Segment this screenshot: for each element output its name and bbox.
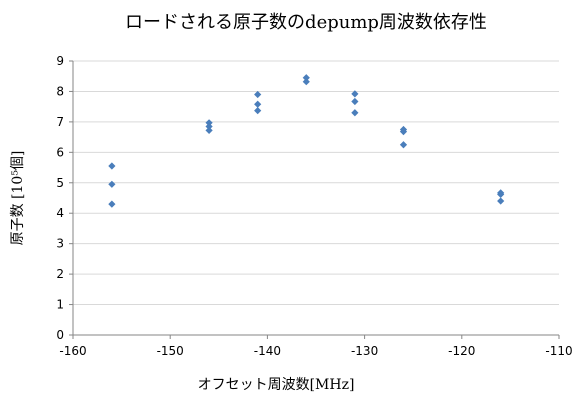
- y-tick-label: 4: [56, 206, 64, 220]
- grid-layer: [73, 60, 559, 306]
- data-point: [205, 119, 213, 127]
- data-point: [108, 162, 116, 170]
- data-point: [302, 74, 310, 82]
- y-tick-label: 1: [56, 298, 64, 312]
- data-point: [254, 90, 262, 99]
- chart-title: ロードされる原子数のdepump周波数依存性: [125, 12, 487, 33]
- y-axis-title: 原子数 [10⁵個]: [10, 151, 26, 246]
- y-tick-label: 5: [56, 176, 64, 190]
- data-point: [399, 128, 408, 136]
- y-tick-label: 8: [56, 84, 64, 98]
- data-point: [108, 180, 116, 188]
- tick-label-layer: 0 1 2 3 4 5 6 7 8 9 -160 -150 -140 -130 -120 -110: [56, 54, 572, 358]
- y-tick-label: 3: [56, 237, 64, 251]
- y-tick-label: 7: [56, 115, 64, 129]
- y-tick-label: 9: [56, 54, 64, 68]
- data-point: [205, 122, 213, 131]
- y-tick-label: 6: [56, 145, 64, 159]
- x-tick-label: -110: [545, 344, 572, 358]
- data-point: [497, 197, 505, 205]
- data-point-layer: [108, 74, 505, 208]
- x-tick-label: -120: [448, 344, 475, 358]
- data-point: [108, 200, 116, 208]
- y-tick-label: 0: [56, 328, 64, 342]
- x-tick-label: -160: [59, 344, 86, 358]
- data-point: [351, 109, 359, 117]
- data-point: [254, 100, 262, 108]
- data-point: [497, 190, 505, 198]
- data-point: [205, 126, 213, 135]
- x-tick-label: -140: [254, 344, 281, 358]
- x-axis-title: オフセット周波数[MHz]: [198, 377, 355, 393]
- data-point: [399, 141, 408, 149]
- data-point: [254, 107, 262, 115]
- x-tick-label: -130: [351, 344, 378, 358]
- y-tick-label: 2: [56, 267, 64, 281]
- data-point: [351, 97, 359, 106]
- data-point: [351, 90, 359, 98]
- x-tick-label: -150: [157, 344, 184, 358]
- axis-layer: [69, 60, 560, 339]
- data-point: [302, 78, 310, 86]
